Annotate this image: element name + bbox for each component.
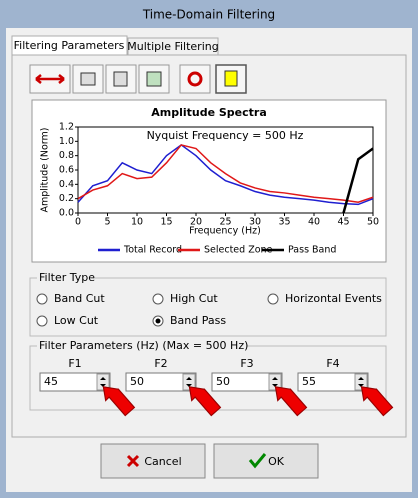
text-input[interactable] <box>125 372 197 392</box>
legend-label: Selected Zone <box>204 245 273 256</box>
y-axis-label: Amplitude (Norm) <box>40 127 51 212</box>
field-label: F2 <box>154 357 167 370</box>
radio-label: High Cut <box>170 292 218 305</box>
radio-button[interactable] <box>267 293 279 305</box>
text-input[interactable] <box>297 372 369 392</box>
tool-button[interactable] <box>138 64 170 94</box>
input-value: 45 <box>44 375 58 388</box>
red-arrow <box>360 386 394 417</box>
spinner-arrows <box>358 377 364 387</box>
x-tick-label: 25 <box>219 217 231 228</box>
x-tick-label: 5 <box>104 217 110 228</box>
radio-button[interactable] <box>36 315 48 327</box>
field-label: F4 <box>326 357 339 370</box>
spinner-arrows <box>272 377 278 387</box>
series-line <box>342 147 374 214</box>
tool-button[interactable] <box>179 64 211 94</box>
text-input[interactable] <box>39 372 111 392</box>
radio-group: Band Cut High Cut Horizontal Events Low Cut… <box>36 292 382 327</box>
red-arrow <box>188 386 222 417</box>
spinner-arrows <box>100 377 106 387</box>
x-tick-label: 30 <box>249 217 261 228</box>
field-label: F1 <box>68 357 81 370</box>
series-line <box>77 144 374 204</box>
y-tick-label: 0.8 <box>59 150 74 161</box>
radio-label: Band Pass <box>170 314 226 327</box>
radio-button[interactable] <box>152 293 164 305</box>
tab-label: Filtering Parameters <box>14 39 125 52</box>
x-axis-label: Frequency (Hz) <box>189 226 261 237</box>
field-label: F3 <box>240 357 253 370</box>
window-title: Time-Domain Filtering <box>142 8 275 22</box>
x-tick-label: 15 <box>160 217 172 228</box>
x-tick-label: 10 <box>131 217 143 228</box>
arrows <box>102 386 394 417</box>
radio-label: Band Cut <box>54 292 105 305</box>
red-arrow <box>274 386 308 417</box>
radio-label: Horizontal Events <box>285 292 382 305</box>
radio-dot <box>155 318 161 324</box>
radio-button[interactable] <box>36 293 48 305</box>
spinner[interactable] <box>268 373 282 391</box>
y-tick-label: 0.0 <box>59 208 74 219</box>
input-value: 50 <box>216 375 230 388</box>
text-input[interactable] <box>211 372 283 392</box>
annotation: Nyquist Frequency = 500 Hz <box>147 129 304 142</box>
cancel-button[interactable] <box>100 443 206 479</box>
group-label: Filter Parameters (Hz) (Max = 500 Hz) <box>39 339 248 352</box>
spinner[interactable] <box>96 373 110 391</box>
group-box <box>29 277 387 337</box>
y-tick-label: 1.2 <box>59 122 74 133</box>
x-tick-label: 20 <box>190 217 202 228</box>
toolbar <box>29 64 247 94</box>
chart-title: Amplitude Spectra <box>151 106 267 119</box>
x-tick-label: 35 <box>278 217 290 228</box>
ok-button[interactable] <box>213 443 319 479</box>
red-arrow <box>102 386 136 417</box>
group-label: Filter Type <box>39 271 95 284</box>
y-tick-label: 0.2 <box>59 193 74 204</box>
legend-label: Pass Band <box>288 245 336 256</box>
input-value: 55 <box>302 375 316 388</box>
button-label: OK <box>268 455 285 468</box>
y-tick-label: 0.4 <box>59 179 74 190</box>
chart-area <box>31 99 387 263</box>
spinner[interactable] <box>354 373 368 391</box>
button-label: Cancel <box>144 455 181 468</box>
x-tick-label: 40 <box>308 217 320 228</box>
plot: 0.0 0.2 0.4 0.6 0.8 1.0 1.2 0 5 10 15 20 25 30 35 40 45 5… <box>59 122 379 256</box>
input-value: 50 <box>130 375 144 388</box>
x-tick-label: 45 <box>337 217 349 228</box>
fields: F1 45 F2 50 F3 50 F4 55 <box>39 357 369 392</box>
series-line <box>77 143 374 206</box>
spinner[interactable] <box>182 373 196 391</box>
spinner-arrows <box>186 377 192 387</box>
x-tick-label: 50 <box>367 217 379 228</box>
y-tick-label: 1.0 <box>59 136 74 147</box>
x-tick-label: 0 <box>75 217 81 228</box>
legend-label: Total Record <box>123 245 182 256</box>
y-tick-label: 0.6 <box>59 165 74 176</box>
radio-label: Low Cut <box>54 314 99 327</box>
tab-label: Multiple Filtering <box>127 40 218 53</box>
